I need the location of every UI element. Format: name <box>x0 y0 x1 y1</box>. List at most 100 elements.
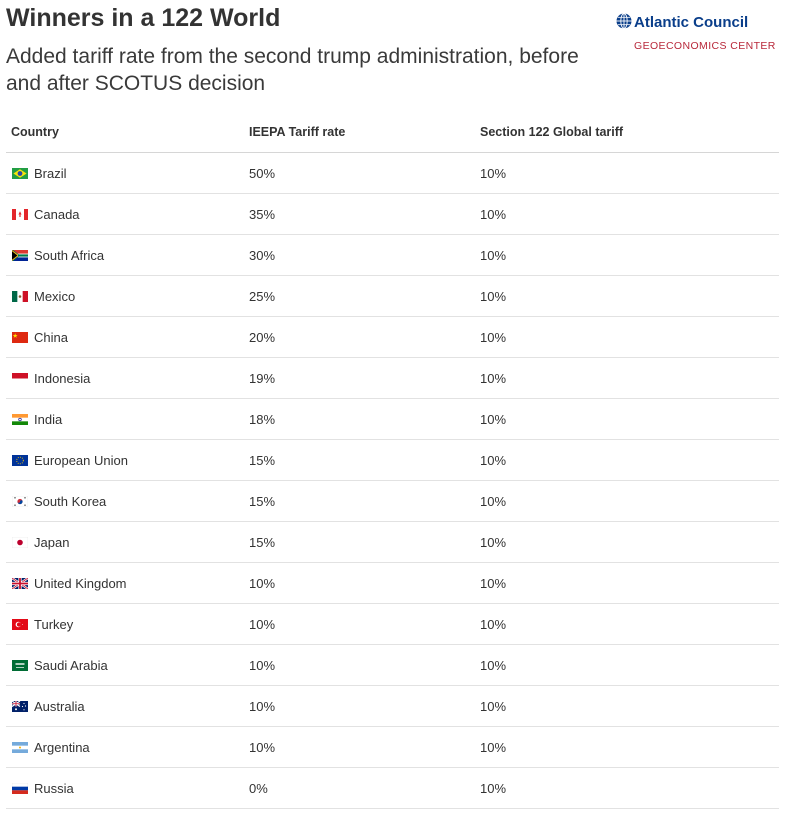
saudi-arabia-flag-icon <box>12 659 28 671</box>
section-122-rate-cell: 10% <box>475 685 779 727</box>
page-subtitle: Added tariff rate from the second trump … <box>6 45 579 95</box>
section-122-rate-cell: 10% <box>475 562 779 604</box>
south-africa-flag-icon <box>12 249 28 261</box>
section-122-rate-cell: 10% <box>475 398 779 440</box>
column-header-ieepa: IEEPA Tariff rate <box>244 112 475 153</box>
table-row: Mexico 25% 10% <box>6 275 779 317</box>
section-122-rate-cell: 10% <box>475 234 779 276</box>
country-cell: Australia <box>6 685 244 727</box>
logo-name: Atlantic Council <box>634 14 749 31</box>
turkey-flag-icon <box>12 618 28 630</box>
indonesia-flag-icon <box>12 372 28 384</box>
south-korea-flag-icon <box>12 495 28 507</box>
country-cell: European Union <box>6 439 244 481</box>
ieepa-rate-cell: 10% <box>244 603 475 645</box>
section-122-rate-cell: 10% <box>475 152 779 194</box>
globe-icon <box>616 13 632 29</box>
page-title: Winners in a 122 World <box>6 4 281 32</box>
european-union-flag-icon <box>12 454 28 466</box>
section-122-rate-cell: 10% <box>475 316 779 358</box>
country-cell: South Africa <box>6 234 244 276</box>
country-name: Russia <box>34 780 74 796</box>
country-cell: United Kingdom <box>6 562 244 604</box>
table-row: Brazil 50% 10% <box>6 152 779 194</box>
table-row: Russia 0% 10% <box>6 767 779 809</box>
column-header-section-122: Section 122 Global tariff <box>475 112 779 153</box>
section-122-rate-cell: 10% <box>475 357 779 399</box>
country-name: Mexico <box>34 288 76 304</box>
table-row: China 20% 10% <box>6 316 779 358</box>
ieepa-rate-cell: 10% <box>244 644 475 686</box>
section-122-rate-cell: 10% <box>475 480 779 522</box>
country-name: China <box>34 329 68 345</box>
china-flag-icon <box>12 331 28 343</box>
united-kingdom-flag-icon <box>12 577 28 589</box>
section-122-rate-cell: 10% <box>475 767 779 809</box>
country-cell: Russia <box>6 767 244 809</box>
country-cell: China <box>6 316 244 358</box>
tariff-table: Country IEEPA Tariff rate Section 122 Gl… <box>6 112 779 809</box>
section-122-rate-cell: 10% <box>475 644 779 686</box>
ieepa-rate-cell: 0% <box>244 767 475 809</box>
table-row: Saudi Arabia 10% 10% <box>6 644 779 686</box>
table-header-row: Country IEEPA Tariff rate Section 122 Gl… <box>6 112 779 153</box>
country-cell: India <box>6 398 244 440</box>
canada-flag-icon <box>12 208 28 220</box>
india-flag-icon <box>12 413 28 425</box>
ieepa-rate-cell: 10% <box>244 726 475 768</box>
table-row: South Africa 30% 10% <box>6 234 779 276</box>
table-row: Indonesia 19% 10% <box>6 357 779 399</box>
ieepa-rate-cell: 15% <box>244 521 475 563</box>
australia-flag-icon <box>12 700 28 712</box>
section-122-rate-cell: 10% <box>475 521 779 563</box>
russia-flag-icon <box>12 782 28 794</box>
mexico-flag-icon <box>12 290 28 302</box>
table-row: European Union 15% 10% <box>6 439 779 481</box>
argentina-flag-icon <box>12 741 28 753</box>
country-name: Saudi Arabia <box>34 657 108 673</box>
column-header-country: Country <box>6 112 244 153</box>
logo-center-name: GEOECONOMICS CENTER <box>634 40 776 52</box>
section-122-rate-cell: 10% <box>475 603 779 645</box>
ieepa-rate-cell: 10% <box>244 685 475 727</box>
country-cell: Canada <box>6 193 244 235</box>
ieepa-rate-cell: 15% <box>244 480 475 522</box>
ieepa-rate-cell: 20% <box>244 316 475 358</box>
table-row: Argentina 10% 10% <box>6 726 779 768</box>
brazil-flag-icon <box>12 167 28 179</box>
country-name: Indonesia <box>34 370 91 386</box>
table-row: Japan 15% 10% <box>6 521 779 563</box>
country-name: European Union <box>34 452 128 468</box>
country-cell: Saudi Arabia <box>6 644 244 686</box>
country-name: Canada <box>34 206 80 222</box>
table-row: Canada 35% 10% <box>6 193 779 235</box>
table-row: Turkey 10% 10% <box>6 603 779 645</box>
table-row: India 18% 10% <box>6 398 779 440</box>
country-name: South Korea <box>34 493 107 509</box>
country-cell: Indonesia <box>6 357 244 399</box>
country-name: Japan <box>34 534 70 550</box>
country-cell: Japan <box>6 521 244 563</box>
country-cell: South Korea <box>6 480 244 522</box>
ieepa-rate-cell: 30% <box>244 234 475 276</box>
ieepa-rate-cell: 50% <box>244 152 475 194</box>
country-cell: Mexico <box>6 275 244 317</box>
section-122-rate-cell: 10% <box>475 275 779 317</box>
ieepa-rate-cell: 35% <box>244 193 475 235</box>
country-name: Australia <box>34 698 85 714</box>
table-row: South Korea 15% 10% <box>6 480 779 522</box>
country-name: Argentina <box>34 739 90 755</box>
country-cell: Argentina <box>6 726 244 768</box>
ieepa-rate-cell: 19% <box>244 357 475 399</box>
country-name: Turkey <box>34 616 74 632</box>
country-cell: Brazil <box>6 152 244 194</box>
ieepa-rate-cell: 10% <box>244 562 475 604</box>
table-row: Australia 10% 10% <box>6 685 779 727</box>
atlantic-council-logo: Atlantic Council GEOECONOMICS CENTER <box>616 13 776 55</box>
ieepa-rate-cell: 18% <box>244 398 475 440</box>
table-body: Brazil 50% 10% Canada 35% 10% South Africa 30% 1… <box>6 152 779 809</box>
table-row: United Kingdom 10% 10% <box>6 562 779 604</box>
country-name: United Kingdom <box>34 575 127 591</box>
country-cell: Turkey <box>6 603 244 645</box>
ieepa-rate-cell: 25% <box>244 275 475 317</box>
